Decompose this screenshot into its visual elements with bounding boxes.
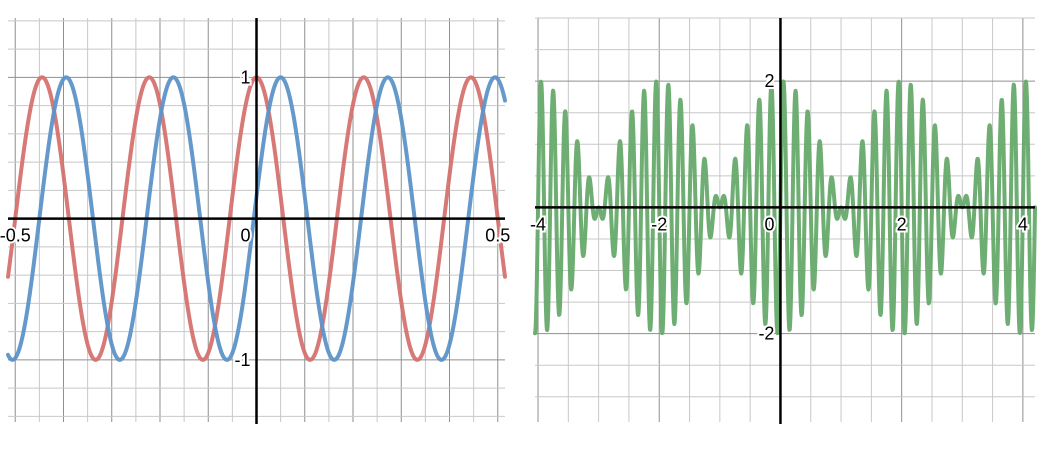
y-tick-label: -2 <box>758 324 774 344</box>
x-tick-label: 0 <box>240 226 250 246</box>
left-tick-labels: -0.5 0 0.5 1 -1 <box>0 65 512 372</box>
right-curves <box>533 79 1037 336</box>
x-tick-label: -0.5 <box>0 226 31 246</box>
y-tick-label: -1 <box>234 350 250 370</box>
x-tick-label: 0.5 <box>485 226 510 246</box>
y-tick-label: 2 <box>764 71 774 91</box>
y-tick-label: 1 <box>240 67 250 87</box>
x-tick-label: 2 <box>897 214 907 234</box>
right-tick-labels: -4 -2 0 2 4 2 -2 <box>528 69 1030 346</box>
chart-left-cosine-pair: -0.5 0 0.5 1 -1 <box>0 18 512 424</box>
right-axes <box>535 18 1035 424</box>
x-tick-label: -2 <box>651 214 667 234</box>
series-curve-1 <box>533 79 1037 336</box>
chart-right-beat-wave: -4 -2 0 2 4 2 -2 <box>528 17 1037 424</box>
x-tick-label: 0 <box>764 214 774 234</box>
x-tick-label: 4 <box>1018 214 1028 234</box>
x-tick-label: -4 <box>530 214 546 234</box>
left-axes <box>8 18 505 424</box>
